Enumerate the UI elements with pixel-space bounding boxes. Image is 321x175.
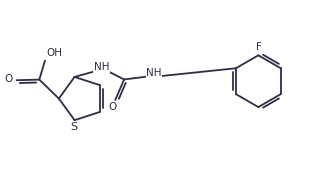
Text: OH: OH bbox=[47, 48, 63, 58]
Text: NH: NH bbox=[94, 62, 109, 72]
Text: F: F bbox=[256, 42, 262, 52]
Text: S: S bbox=[70, 122, 77, 132]
Text: O: O bbox=[4, 74, 13, 84]
Text: O: O bbox=[108, 102, 117, 112]
Text: NH: NH bbox=[146, 68, 161, 78]
